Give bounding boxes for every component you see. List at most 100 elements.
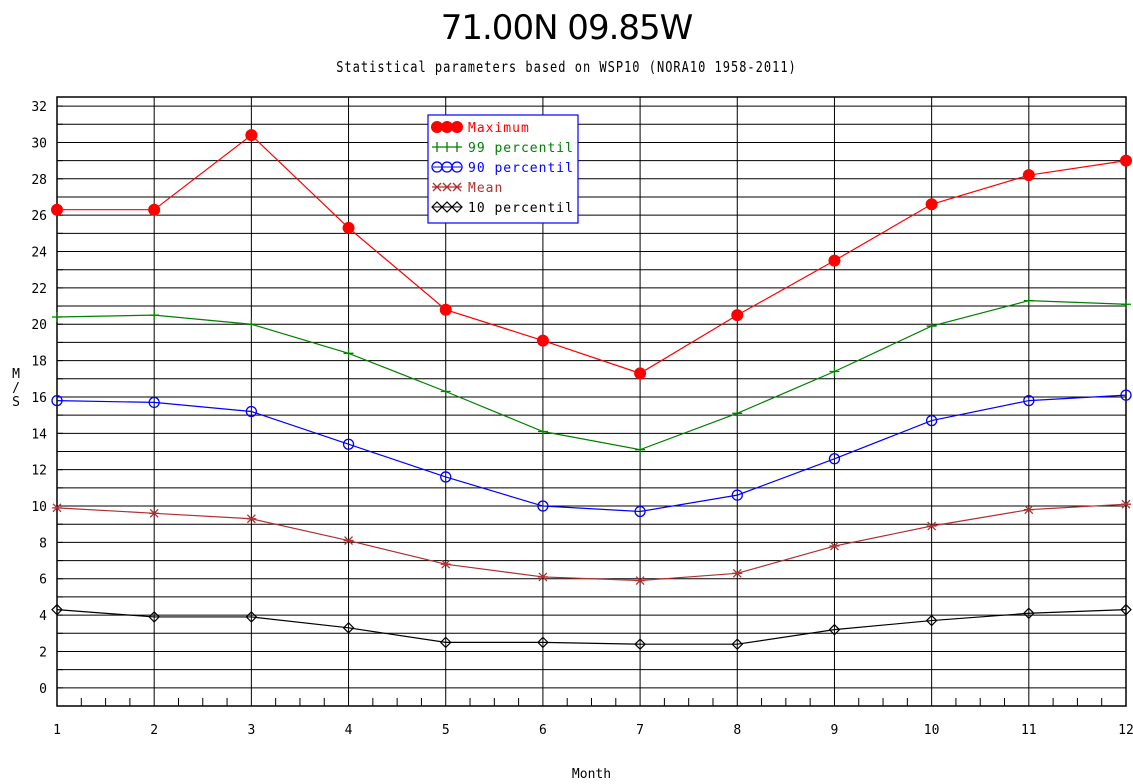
data-point xyxy=(51,203,63,216)
y-tick-label: 22 xyxy=(31,282,47,297)
data-point xyxy=(634,505,646,518)
series-mean xyxy=(52,499,1131,586)
data-point xyxy=(52,503,62,513)
data-point xyxy=(635,576,646,586)
y-tick-label: 8 xyxy=(39,536,47,551)
x-tick-label: 9 xyxy=(831,723,839,738)
data-point xyxy=(536,334,549,347)
series-line xyxy=(56,300,1127,451)
data-point xyxy=(926,321,937,332)
series-line xyxy=(56,394,1127,513)
data-point xyxy=(731,309,744,322)
data-point xyxy=(537,426,548,437)
data-point xyxy=(925,198,938,211)
data-point xyxy=(51,394,63,407)
y-axis-label-char: S xyxy=(12,395,20,410)
legend-item: 10 percentil xyxy=(431,201,574,216)
data-point xyxy=(1023,394,1035,407)
data-point xyxy=(1023,295,1034,306)
plot-frame xyxy=(56,96,1127,707)
legend-marker xyxy=(441,201,453,213)
data-point xyxy=(1120,389,1132,401)
y-axis-label-char: M xyxy=(12,367,20,382)
data-point xyxy=(149,508,160,518)
data-point xyxy=(246,319,257,330)
y-tick-label: 4 xyxy=(39,609,47,624)
series-maximum xyxy=(51,129,1132,380)
data-point xyxy=(537,636,549,649)
legend-item: Mean xyxy=(432,181,503,196)
y-tick-label: 28 xyxy=(31,173,47,188)
data-point xyxy=(829,366,840,377)
data-point xyxy=(537,572,548,582)
data-point xyxy=(634,638,646,651)
legend-label: 90 percentil xyxy=(468,161,574,176)
y-tick-label: 0 xyxy=(39,682,47,697)
data-point xyxy=(635,444,646,455)
data-point xyxy=(1022,169,1035,182)
y-tick-label: 30 xyxy=(31,136,47,151)
data-point xyxy=(440,471,452,483)
data-point xyxy=(439,636,452,649)
x-tick-label: 3 xyxy=(247,723,255,738)
minor-ticks xyxy=(57,105,1103,706)
data-point xyxy=(828,254,841,267)
x-tick-label: 7 xyxy=(636,723,644,738)
chart-title: 71.00N 09.85W xyxy=(440,8,694,48)
data-point xyxy=(634,367,647,380)
y-axis-label: M/S xyxy=(12,367,20,410)
data-point xyxy=(342,438,355,450)
x-tick-label: 1 xyxy=(53,723,61,738)
data-point xyxy=(731,489,743,501)
x-tick-label: 12 xyxy=(1118,723,1133,738)
data-point xyxy=(148,611,161,623)
data-point xyxy=(245,405,258,418)
data-point xyxy=(925,414,938,427)
data-point xyxy=(342,621,355,634)
legend-marker xyxy=(451,201,463,213)
data-point xyxy=(245,611,258,623)
series-10-percentil xyxy=(51,603,1132,651)
y-axis-label-char: / xyxy=(12,381,20,396)
data-point xyxy=(829,541,840,551)
data-point xyxy=(732,568,743,578)
data-point xyxy=(342,221,355,234)
y-tick-label: 6 xyxy=(39,573,47,588)
data-point xyxy=(343,348,354,359)
series-99-percentil xyxy=(52,295,1131,455)
data-point xyxy=(537,500,549,512)
legend-item: 90 percentil xyxy=(431,161,574,176)
y-tick-label: 20 xyxy=(31,318,47,333)
data-point xyxy=(732,408,743,419)
data-point xyxy=(440,386,451,397)
data-point xyxy=(1121,499,1131,509)
legend-label: 10 percentil xyxy=(468,201,574,216)
legend: Maximum 99 percentil 90 percentil Mean 10 pe… xyxy=(427,114,579,224)
legend-label: 99 percentil xyxy=(468,141,574,156)
data-point xyxy=(51,603,63,616)
data-point xyxy=(731,638,744,651)
data-point xyxy=(148,203,161,216)
y-tick-label: 24 xyxy=(31,246,47,261)
data-point xyxy=(439,303,452,316)
grid-lines xyxy=(56,97,1127,706)
x-tick-label: 11 xyxy=(1021,723,1037,738)
y-tick-label: 10 xyxy=(31,500,47,515)
series-line xyxy=(57,134,1127,374)
series-90-percentil xyxy=(51,389,1132,518)
x-tick-label: 2 xyxy=(150,723,158,738)
data-point xyxy=(1120,154,1132,167)
x-tick-label: 4 xyxy=(345,723,353,738)
series-layer xyxy=(51,129,1132,651)
data-point xyxy=(246,514,257,524)
data-point xyxy=(1121,299,1131,310)
x-tick-label: 6 xyxy=(539,723,547,738)
data-point xyxy=(828,623,841,636)
series-line xyxy=(56,609,1127,645)
data-point xyxy=(828,453,841,465)
data-point xyxy=(925,614,938,627)
legend-label: Mean xyxy=(468,181,503,196)
chart-subtitle: Statistical parameters based on WSP10 (N… xyxy=(336,58,797,76)
